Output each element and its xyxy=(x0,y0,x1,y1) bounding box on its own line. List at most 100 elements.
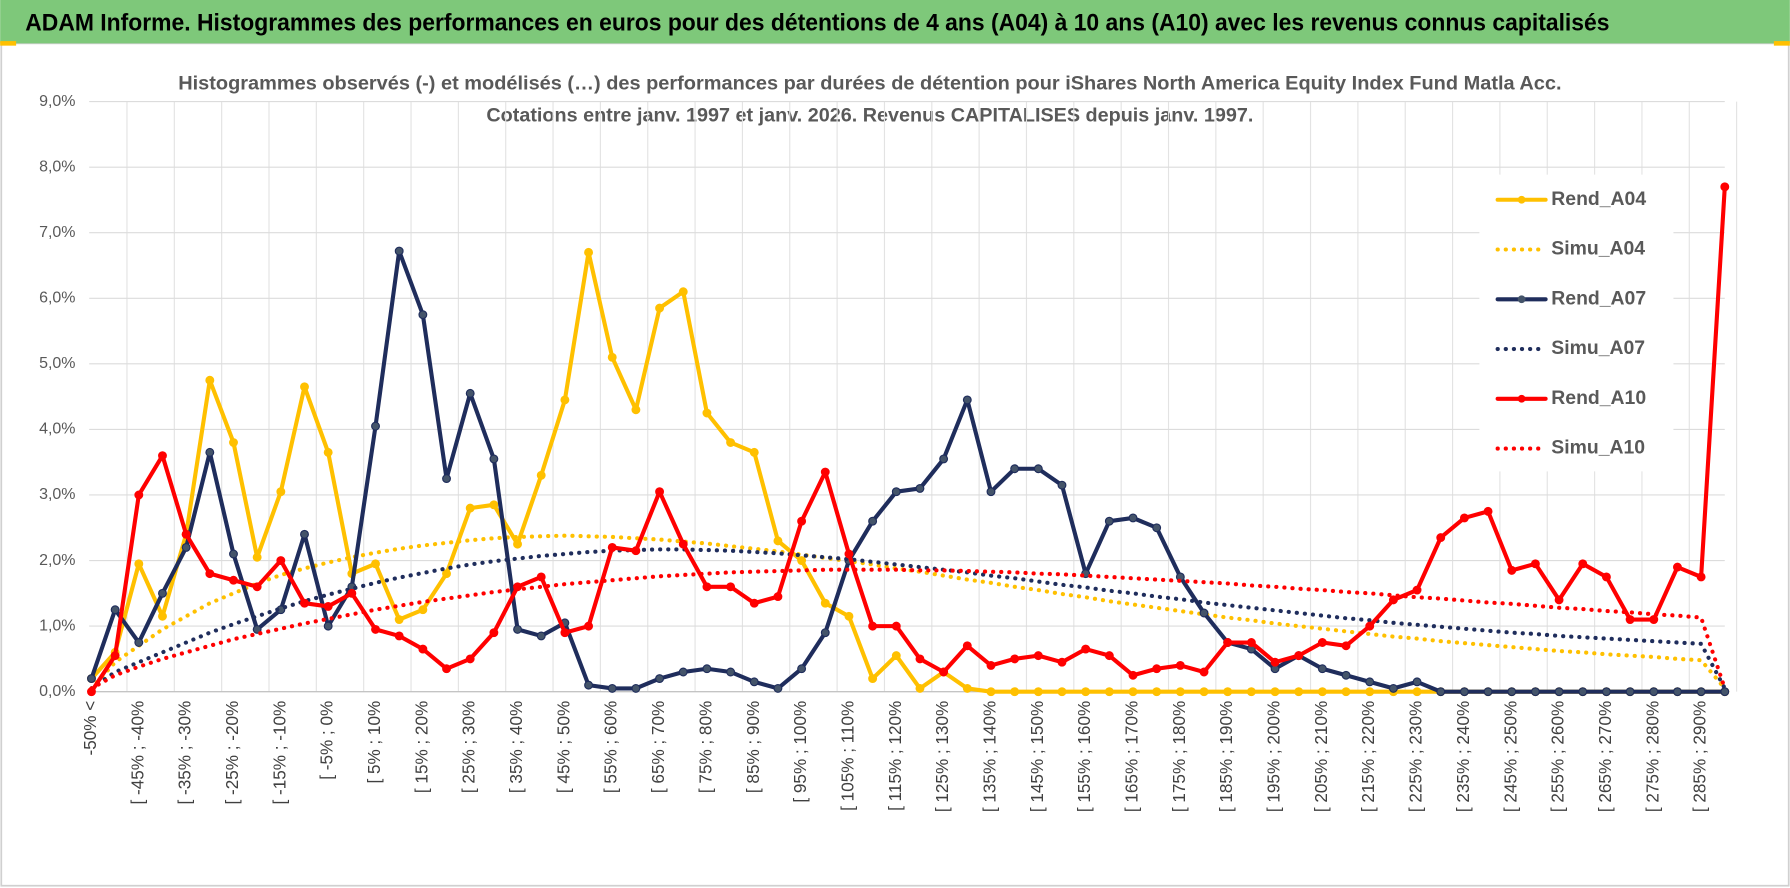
data-point xyxy=(536,470,546,480)
x-tick-label: [ 25% ; 30% xyxy=(460,701,479,793)
data-point xyxy=(797,664,807,674)
y-tick-label: 5,0% xyxy=(39,355,75,372)
corner-accent xyxy=(0,41,17,46)
data-point xyxy=(915,654,925,664)
y-tick-label: 8,0% xyxy=(39,158,75,175)
data-point xyxy=(820,628,830,638)
x-tick-label: [ 85% ; 90% xyxy=(744,701,763,793)
data-point xyxy=(773,592,783,602)
data-point xyxy=(229,438,238,447)
data-point xyxy=(797,516,807,526)
data-point xyxy=(1246,687,1256,697)
data-point xyxy=(1199,687,1209,697)
data-point xyxy=(442,474,451,484)
data-point xyxy=(1246,638,1256,647)
y-tick-label: 0,0% xyxy=(39,683,75,700)
title-backdrop xyxy=(171,66,1570,135)
data-point xyxy=(1199,608,1209,618)
x-tick-label: [ 105% ; 110% xyxy=(838,701,857,811)
model-line xyxy=(89,533,1727,691)
x-tick-label: [ 115% ; 120% xyxy=(886,701,905,811)
legend-label: Simu_A07 xyxy=(1551,337,1645,359)
data-point xyxy=(1625,615,1635,625)
data-point xyxy=(1010,687,1020,697)
data-point xyxy=(560,628,570,638)
data-point xyxy=(205,447,215,457)
x-tick-label: [ 125% ; 130% xyxy=(933,701,952,812)
data-point xyxy=(631,683,641,693)
data-point xyxy=(1625,687,1635,697)
data-point xyxy=(1081,644,1091,654)
data-point xyxy=(181,529,191,539)
data-point xyxy=(418,605,428,615)
data-point xyxy=(1720,687,1730,697)
data-point xyxy=(1128,670,1138,680)
x-tick-label: [ -35% ; -30% xyxy=(176,701,195,805)
data-point xyxy=(1033,687,1043,697)
data-point xyxy=(726,667,736,677)
data-point xyxy=(1720,182,1730,192)
data-point xyxy=(134,559,144,569)
data-point xyxy=(702,664,712,674)
x-tick-label: [ 145% ; 150% xyxy=(1028,701,1047,812)
legend-box xyxy=(1479,174,1674,472)
y-tick-label: 4,0% xyxy=(39,421,75,438)
x-tick-label: [ 275% ; 280% xyxy=(1643,701,1662,812)
x-tick-label: [ 285% ; 290% xyxy=(1691,701,1710,812)
data-point xyxy=(1223,687,1233,697)
header-bar xyxy=(0,0,1790,44)
x-tick-label: [ -15% ; -10% xyxy=(270,701,289,805)
x-tick-label: [ 15% ; 20% xyxy=(412,701,431,793)
data-point xyxy=(1341,670,1351,680)
data-point xyxy=(607,683,617,693)
data-point xyxy=(891,651,901,661)
plot xyxy=(87,182,1730,697)
x-tick-label: [ 205% ; 210% xyxy=(1312,701,1331,812)
data-point xyxy=(1530,559,1540,569)
model-line xyxy=(89,567,1727,691)
data-point xyxy=(1128,687,1138,697)
data-point xyxy=(1317,687,1327,697)
data-point xyxy=(986,487,996,497)
data-point xyxy=(1483,506,1493,516)
x-tick-label: [ 155% ; 160% xyxy=(1075,701,1094,812)
y-tick-label: 7,0% xyxy=(39,224,75,241)
data-point xyxy=(1199,667,1209,677)
y-tick-label: 6,0% xyxy=(39,290,75,307)
data-point xyxy=(394,631,404,641)
data-point xyxy=(702,582,712,592)
data-point xyxy=(300,382,309,392)
data-point xyxy=(1436,687,1446,697)
data-point xyxy=(1649,687,1659,697)
data-point xyxy=(1294,651,1304,661)
data-point xyxy=(607,542,617,552)
data-point xyxy=(300,529,309,539)
corner-accent xyxy=(1773,41,1790,46)
data-point xyxy=(1412,585,1422,595)
data-point xyxy=(1459,513,1469,523)
data-point xyxy=(158,611,167,621)
data-point xyxy=(678,287,688,297)
data-point xyxy=(252,624,262,634)
data-point xyxy=(1412,677,1422,687)
legend-label: Rend_A04 xyxy=(1551,188,1646,210)
data-point xyxy=(1033,464,1043,474)
data-point xyxy=(868,674,878,684)
data-point xyxy=(1057,480,1067,490)
data-point xyxy=(1010,464,1020,474)
data-point xyxy=(1672,562,1682,572)
legend-label: Simu_A04 xyxy=(1551,238,1645,260)
data-point xyxy=(678,667,688,677)
data-point xyxy=(584,621,594,631)
data-point xyxy=(1317,638,1327,647)
data-point xyxy=(1388,683,1398,693)
data-point xyxy=(726,438,736,447)
data-point xyxy=(1010,654,1020,664)
x-tick-label: [ 215% ; 220% xyxy=(1359,701,1378,812)
data-point xyxy=(891,487,901,497)
data-point xyxy=(1412,687,1422,697)
data-point xyxy=(891,621,901,631)
x-tick-label: [ 45% ; 50% xyxy=(554,701,573,793)
legend-label: Rend_A10 xyxy=(1551,387,1646,409)
